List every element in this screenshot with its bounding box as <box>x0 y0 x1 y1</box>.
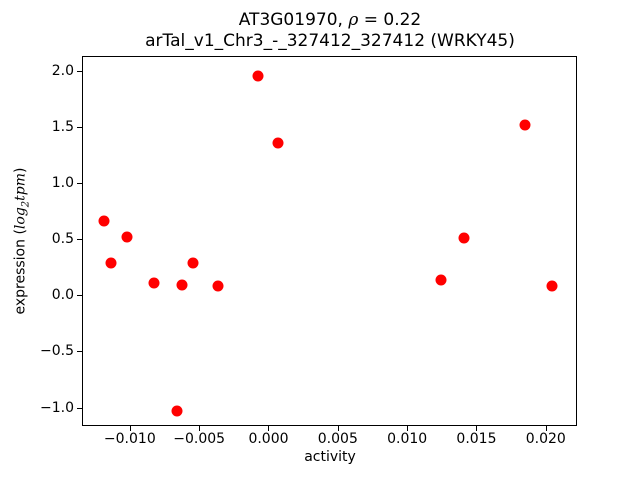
chart-title-line1: AT3G01970, ρ = 0.22 <box>145 10 515 31</box>
data-point <box>176 279 188 291</box>
x-tick-label: 0.020 <box>525 431 566 447</box>
x-tick-mark <box>476 426 478 431</box>
plot-area <box>82 56 577 426</box>
y-tick-mark <box>77 351 82 353</box>
x-tick-mark <box>337 426 339 431</box>
x-axis-label: activity <box>304 449 356 465</box>
y-tick-mark <box>77 127 82 129</box>
y-tick-label: −0.5 <box>40 343 74 360</box>
data-point <box>171 405 183 417</box>
x-tick-mark <box>129 426 131 431</box>
x-tick-label: 0.000 <box>248 431 289 447</box>
x-tick-mark <box>407 426 409 431</box>
data-point <box>458 232 470 244</box>
data-point <box>519 119 531 131</box>
data-point <box>546 280 558 292</box>
x-tick-label: −0.010 <box>103 431 156 447</box>
title-gene-id: AT3G01970, <box>238 10 349 30</box>
y-tick-label: 1.5 <box>51 119 74 136</box>
y-tick-label: 0.5 <box>51 231 74 248</box>
x-tick-label: 0.010 <box>387 431 428 447</box>
title-rho-symbol: ρ <box>348 10 359 30</box>
y-tick-label: −1.0 <box>40 399 74 416</box>
data-point <box>435 274 447 286</box>
data-point <box>105 257 117 269</box>
y-tick-mark <box>77 183 82 185</box>
data-point <box>252 70 264 81</box>
x-tick-mark <box>199 426 201 431</box>
y-tick-mark <box>77 407 82 409</box>
y-tick-mark <box>77 71 82 73</box>
data-point <box>121 231 133 243</box>
y-tick-mark <box>77 295 82 297</box>
title-rho-value: = 0.22 <box>358 10 422 30</box>
data-point <box>212 280 224 292</box>
y-tick-mark <box>77 239 82 241</box>
x-tick-label: −0.005 <box>173 431 226 447</box>
data-point <box>148 277 160 289</box>
x-tick-mark <box>545 426 547 431</box>
data-point <box>98 215 110 227</box>
y-tick-label: 1.0 <box>51 175 74 192</box>
chart-title: AT3G01970, ρ = 0.22 arTal_v1_Chr3_-_3274… <box>145 10 515 52</box>
data-point <box>187 257 199 269</box>
chart-title-line2: arTal_v1_Chr3_-_327412_327412 (WRKY45) <box>145 31 515 51</box>
data-point <box>272 137 284 149</box>
y-tick-label: 2.0 <box>51 63 74 80</box>
y-tick-label: 0.0 <box>51 287 74 304</box>
x-tick-mark <box>268 426 270 431</box>
x-tick-label: 0.005 <box>317 431 358 447</box>
x-tick-label: 0.015 <box>456 431 497 447</box>
